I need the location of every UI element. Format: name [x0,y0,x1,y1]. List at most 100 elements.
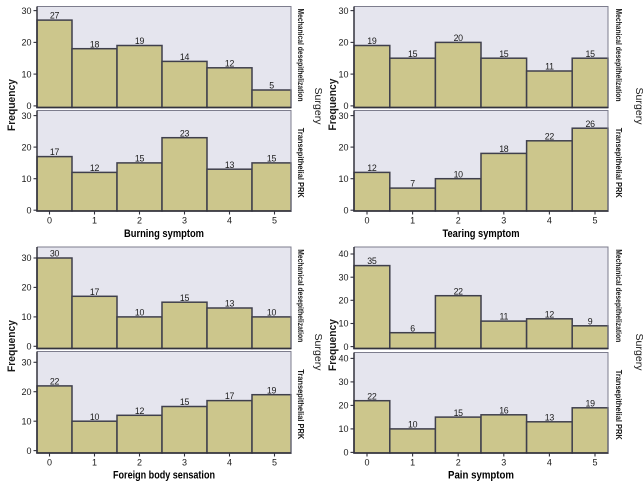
svg-text:0: 0 [343,205,348,215]
svg-text:0: 0 [26,446,31,456]
svg-text:15: 15 [454,408,464,418]
svg-text:11: 11 [545,62,554,72]
svg-text:20: 20 [454,33,464,43]
svg-text:19: 19 [367,36,377,46]
svg-text:26: 26 [586,119,596,129]
svg-text:20: 20 [21,283,31,293]
svg-text:3: 3 [182,457,187,467]
svg-text:14: 14 [180,52,190,62]
svg-text:4: 4 [227,215,232,225]
svg-text:Surgery: Surgery [312,88,323,125]
svg-text:10: 10 [21,416,31,426]
svg-text:23: 23 [180,128,190,138]
svg-text:Mechanical desepithelization: Mechanical desepithelization [296,9,305,102]
svg-text:10: 10 [408,420,418,430]
svg-text:Surgery: Surgery [312,334,323,371]
svg-text:22: 22 [454,286,464,296]
svg-text:12: 12 [90,163,100,173]
svg-text:Mechanical desepithelization: Mechanical desepithelization [614,9,623,102]
svg-text:10: 10 [338,69,348,79]
svg-text:6: 6 [410,323,415,333]
svg-text:30: 30 [338,6,348,16]
svg-text:19: 19 [135,36,145,46]
svg-text:1: 1 [410,215,415,225]
svg-text:10: 10 [338,319,348,329]
svg-text:1: 1 [92,215,97,225]
svg-text:20: 20 [21,142,31,152]
svg-text:15: 15 [499,49,509,59]
svg-text:Foreign body sensation: Foreign body sensation [113,470,215,482]
svg-text:35: 35 [367,256,377,266]
svg-text:2: 2 [137,215,142,225]
svg-text:Tearing symptom: Tearing symptom [443,228,520,240]
svg-text:0: 0 [343,448,348,458]
svg-text:4: 4 [547,457,552,467]
svg-text:10: 10 [267,308,277,318]
svg-text:18: 18 [90,39,100,49]
svg-text:Frequency: Frequency [6,78,18,131]
svg-text:10: 10 [338,174,348,184]
svg-text:19: 19 [586,398,596,408]
svg-text:2: 2 [456,215,461,225]
svg-text:12: 12 [225,58,235,68]
svg-text:3: 3 [501,215,506,225]
svg-text:10: 10 [21,312,31,322]
svg-text:Pain symptom: Pain symptom [448,470,514,482]
svg-text:3: 3 [501,457,506,467]
svg-text:40: 40 [338,354,348,364]
svg-text:5: 5 [592,457,597,467]
svg-text:3: 3 [182,215,187,225]
svg-text:15: 15 [267,154,277,164]
svg-text:Transepithelial PRK: Transepithelial PRK [296,369,305,439]
svg-text:5: 5 [592,215,597,225]
svg-text:5: 5 [269,81,274,91]
svg-text:30: 30 [338,377,348,387]
svg-text:40: 40 [338,249,348,259]
svg-text:1: 1 [410,457,415,467]
svg-text:27: 27 [50,11,60,21]
svg-text:20: 20 [338,38,348,48]
svg-text:10: 10 [135,308,145,318]
svg-text:0: 0 [47,215,52,225]
svg-text:Mechanical desepithelization: Mechanical desepithelization [296,249,305,342]
svg-text:0: 0 [47,457,52,467]
svg-text:22: 22 [50,377,60,387]
svg-text:15: 15 [408,49,418,59]
svg-text:15: 15 [180,397,190,407]
svg-text:22: 22 [545,131,555,141]
svg-text:0: 0 [343,342,348,352]
svg-text:9: 9 [588,316,593,326]
svg-text:0: 0 [26,205,31,215]
svg-text:10: 10 [338,424,348,434]
svg-text:0: 0 [364,215,369,225]
svg-text:13: 13 [225,299,235,309]
svg-text:20: 20 [21,387,31,397]
svg-text:0: 0 [364,457,369,467]
svg-text:2: 2 [456,457,461,467]
svg-text:17: 17 [50,147,60,157]
svg-text:Transepithelial PRK: Transepithelial PRK [296,128,305,198]
svg-text:30: 30 [21,6,31,16]
svg-text:0: 0 [26,101,31,111]
svg-text:4: 4 [547,215,552,225]
svg-text:16: 16 [499,405,509,415]
svg-text:Surgery: Surgery [633,88,644,125]
svg-text:Burning symptom: Burning symptom [124,228,204,240]
svg-text:5: 5 [272,457,277,467]
svg-text:Frequency: Frequency [327,78,339,131]
svg-text:Frequency: Frequency [327,318,339,371]
svg-text:Frequency: Frequency [6,319,18,372]
svg-text:20: 20 [338,401,348,411]
svg-text:0: 0 [26,342,31,352]
svg-text:30: 30 [21,358,31,368]
svg-text:4: 4 [227,457,232,467]
svg-text:22: 22 [367,391,377,401]
svg-text:5: 5 [272,215,277,225]
svg-text:13: 13 [545,412,555,422]
svg-text:11: 11 [500,312,509,322]
svg-text:12: 12 [135,406,145,416]
svg-text:18: 18 [499,144,509,154]
svg-text:Mechanical desepithelization: Mechanical desepithelization [614,249,623,342]
svg-text:10: 10 [90,412,100,422]
svg-text:2: 2 [137,457,142,467]
